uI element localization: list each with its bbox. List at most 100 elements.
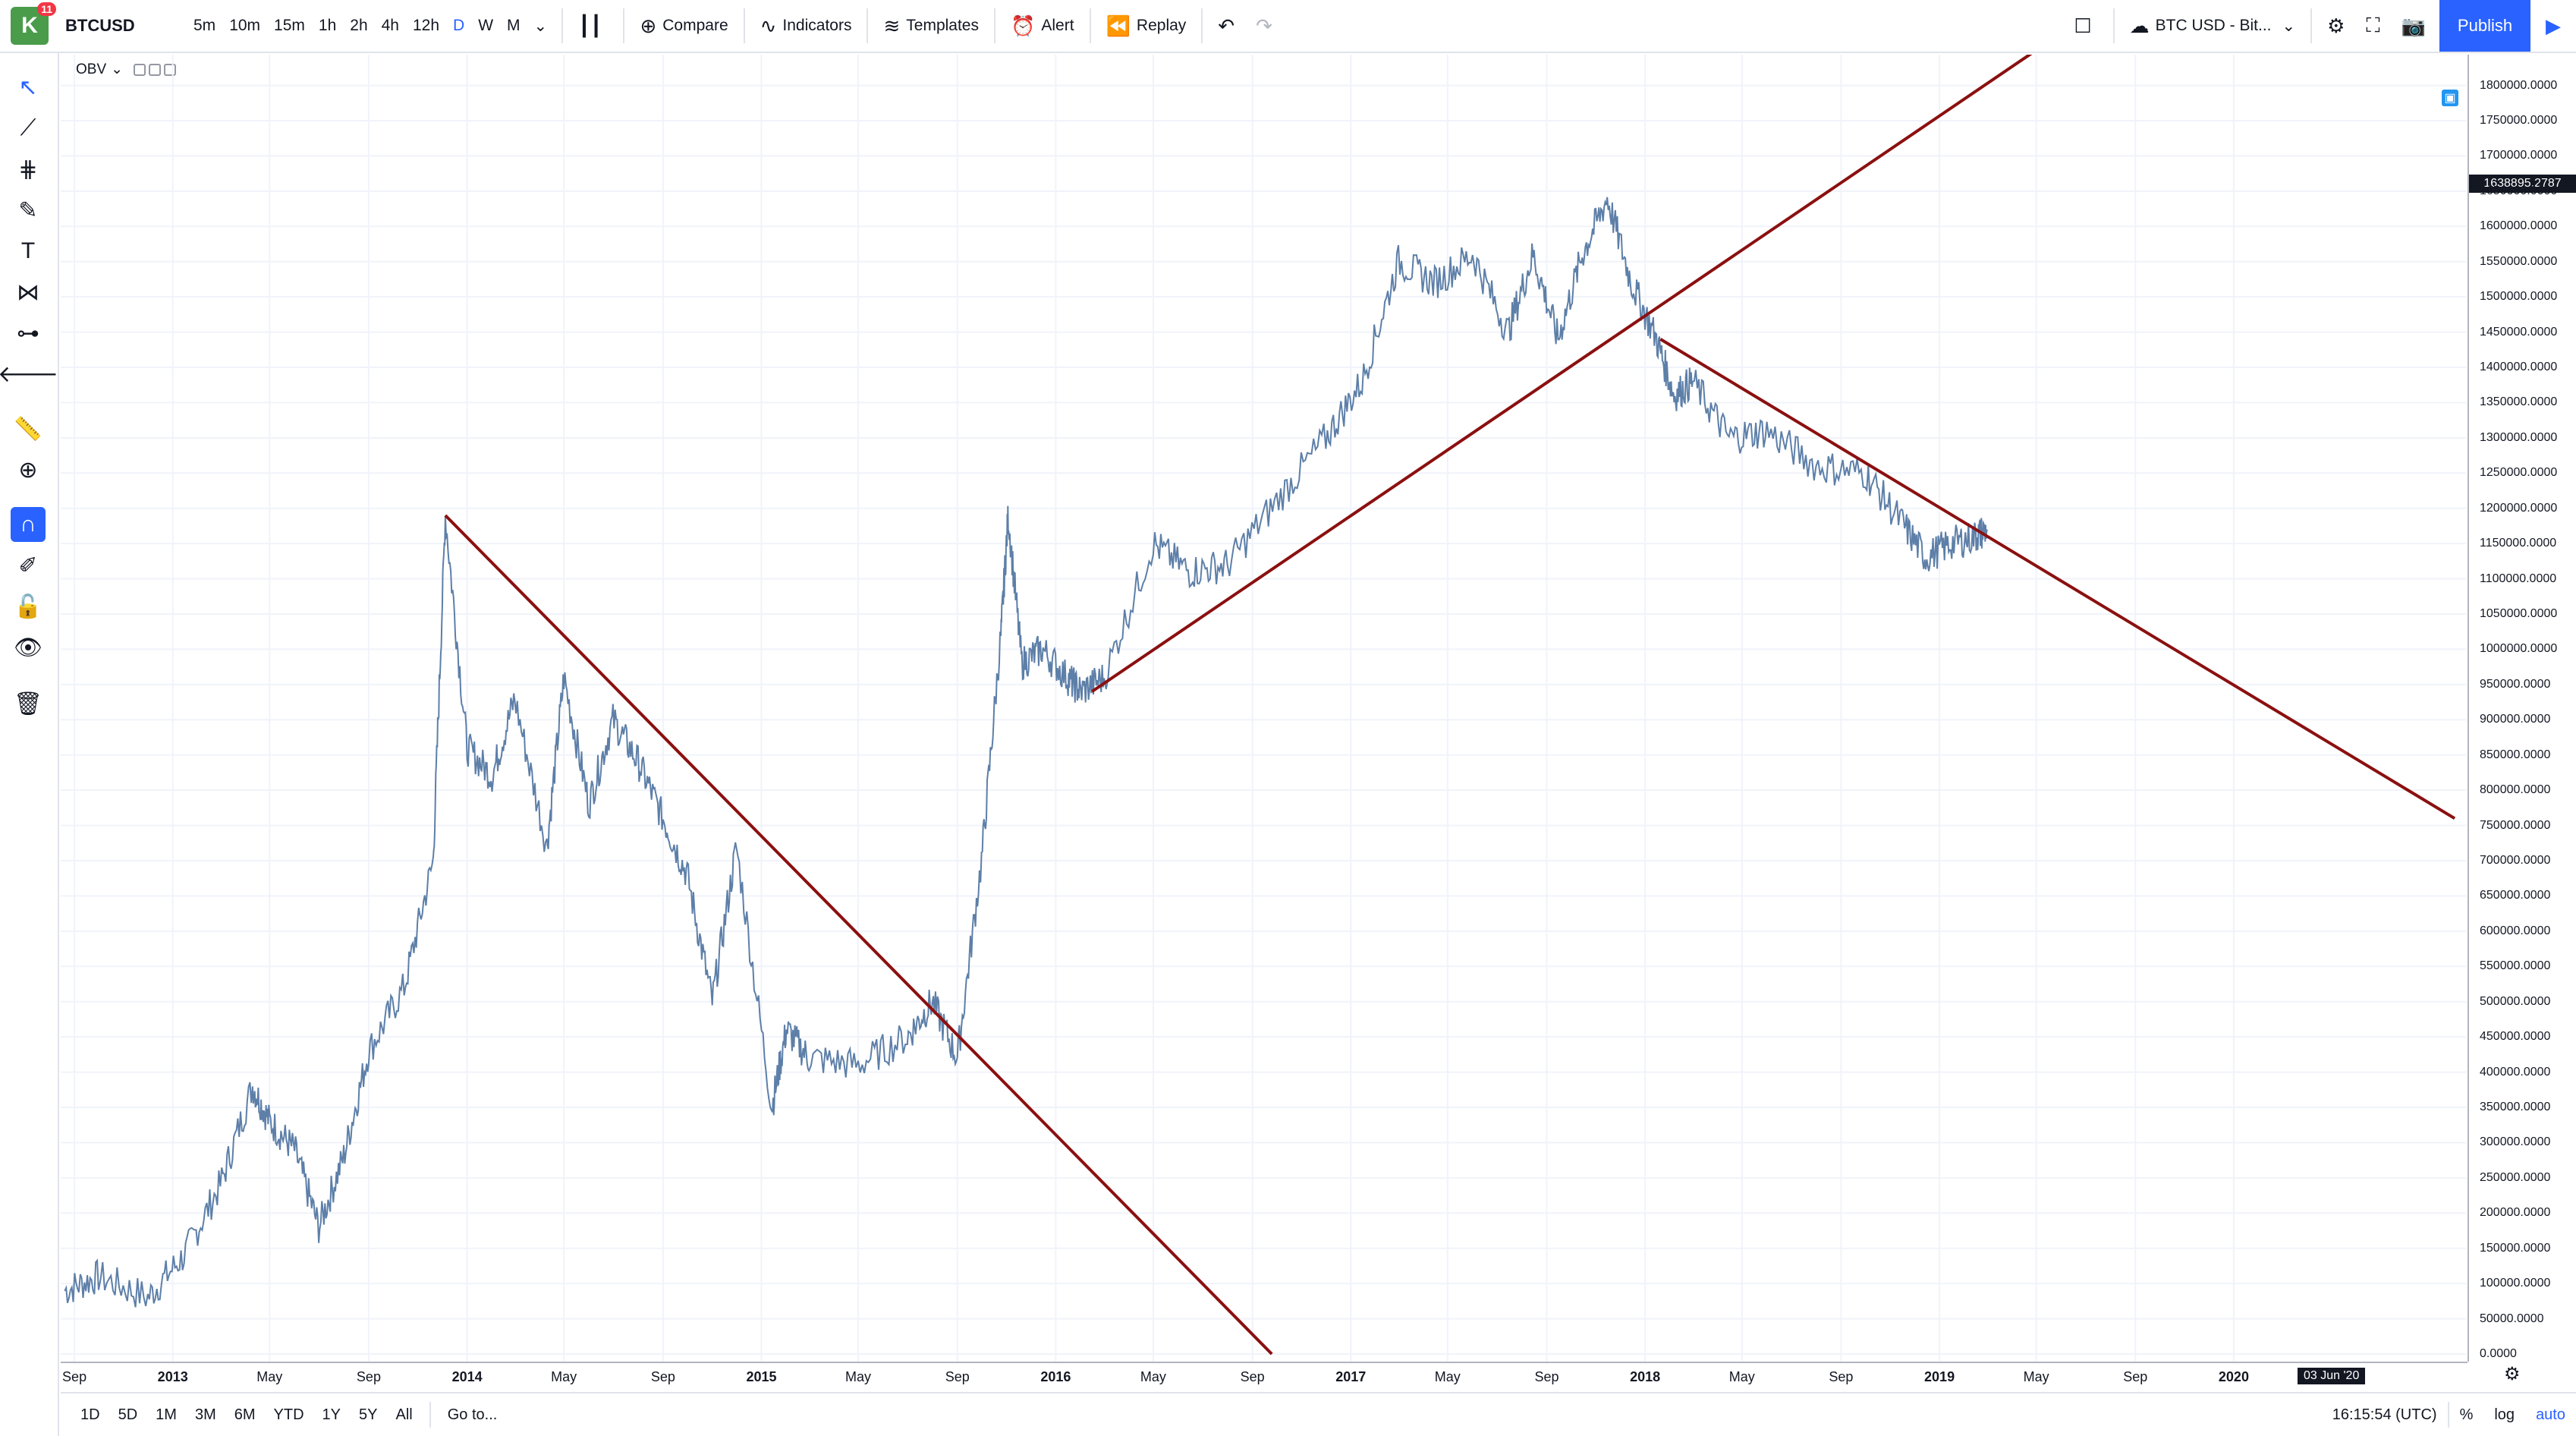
range-1d[interactable]: 1D	[80, 1406, 100, 1423]
replay-button[interactable]: ⏪ Replay	[1106, 14, 1187, 38]
auto-toggle[interactable]: auto	[2536, 1406, 2565, 1423]
price-tick-label: 1100000.0000	[2480, 572, 2557, 585]
trendline-tool[interactable]: ⟋	[11, 111, 46, 146]
alert-label: Alert	[1041, 17, 1074, 34]
text-tool[interactable]: T	[11, 234, 46, 269]
visibility-icon[interactable]	[134, 63, 146, 76]
cursor-tool[interactable]: ↖	[11, 70, 46, 105]
close-icon[interactable]	[164, 63, 177, 76]
price-axis[interactable]: 1638895.2787 1800000.0000 1750000.0000 170…	[2467, 55, 2576, 1362]
redo-icon: ↷	[1256, 14, 1272, 37]
time-tick-label: Sep	[2123, 1369, 2148, 1384]
clock-label[interactable]: 16:15:54 (UTC)	[2332, 1406, 2437, 1423]
range-ytd[interactable]: YTD	[273, 1406, 304, 1423]
bottom-right-controls: 16:15:54 (UTC) % log auto	[2322, 1393, 2576, 1436]
alert-button[interactable]: ⏰ Alert	[1011, 14, 1074, 38]
top-toolbar: K 11 BTCUSD 5m 10m 15m 1h 2h 4h 12h D W M ⌄ ┃┃ ⊕ C…	[0, 0, 2576, 53]
brush-tool[interactable]: ✎	[11, 193, 46, 228]
lock-tool[interactable]: 🔓	[11, 589, 46, 624]
price-tick-label: 850000.0000	[2480, 748, 2551, 761]
settings-button[interactable]: ⚙	[2327, 14, 2351, 38]
divider	[993, 8, 995, 43]
interval-15m[interactable]: 15m	[274, 17, 305, 34]
data-source-button[interactable]: ☁ BTC USD - Bit... ⌄	[2130, 14, 2295, 38]
compare-button[interactable]: ⊕ Compare	[640, 14, 728, 38]
redo-button[interactable]: ↷	[1256, 14, 1279, 38]
price-tick-label: 1750000.0000	[2480, 114, 2558, 127]
layout-button[interactable]: ☐	[2074, 14, 2097, 38]
range-5y[interactable]: 5Y	[359, 1406, 378, 1423]
interval-5m[interactable]: 5m	[193, 17, 216, 34]
indicators-label: Indicators	[782, 17, 852, 34]
price-tick-label: 1500000.0000	[2480, 290, 2558, 304]
undo-button[interactable]: ↶	[1218, 14, 1241, 38]
range-5d[interactable]: 5D	[118, 1406, 138, 1423]
chart-style-button[interactable]: ┃┃	[578, 14, 608, 38]
time-tick-label: May	[551, 1369, 577, 1384]
price-tick-label: 1250000.0000	[2480, 466, 2558, 480]
prediction-tool[interactable]: ⊶	[11, 316, 46, 351]
range-6m[interactable]: 6M	[234, 1406, 256, 1423]
remove-drawings-tool[interactable]: 🗑	[11, 686, 46, 721]
templates-button[interactable]: ≋ Templates	[883, 14, 979, 38]
price-tick-label: 100000.0000	[2480, 1277, 2551, 1290]
pattern-tool[interactable]: ⋈	[11, 275, 46, 310]
candles-icon: ┃┃	[578, 14, 602, 37]
square-icon: ☐	[2074, 14, 2092, 37]
range-list: 1D 5D 1M 3M 6M YTD 1Y 5Y All	[71, 1406, 422, 1424]
magnet-tool[interactable]: ∩	[11, 507, 46, 542]
indicator-legend[interactable]: OBV ⌄	[76, 61, 177, 78]
interval-4h[interactable]: 4h	[381, 17, 399, 34]
arrow-tool[interactable]: 🡐	[0, 357, 58, 392]
time-axis[interactable]: 03 Jun '20 Sep 2013 May Sep 2014 May Sep 2015 Ma…	[61, 1362, 2467, 1392]
right-toolbar: ☐ ☁ BTC USD - Bit... ⌄ ⚙ ⛶ 📷 Publish ▶	[2066, 0, 2576, 52]
goto-button[interactable]: Go to...	[447, 1406, 498, 1423]
interval-m[interactable]: M	[507, 17, 521, 34]
time-tick-label: May	[1140, 1369, 1166, 1384]
interval-1h[interactable]: 1h	[318, 17, 337, 34]
interval-10m[interactable]: 10m	[229, 17, 261, 34]
time-tick-label: 2014	[451, 1369, 483, 1384]
range-3m[interactable]: 3M	[194, 1406, 216, 1423]
snapshot-button[interactable]: 📷	[2401, 14, 2432, 38]
percent-toggle[interactable]: %	[2459, 1406, 2474, 1423]
price-tick-label: 350000.0000	[2480, 1101, 2551, 1113]
fullscreen-button[interactable]: ⛶	[2366, 14, 2386, 38]
publish-button[interactable]: Publish	[2439, 0, 2530, 52]
indicators-button[interactable]: ∿ Indicators	[760, 14, 852, 38]
publish-video-button[interactable]: ▶	[2530, 0, 2576, 52]
log-toggle[interactable]: log	[2494, 1406, 2515, 1423]
source-label: BTC USD - Bit...	[2155, 17, 2272, 34]
interval-dropdown-icon[interactable]: ⌄	[533, 17, 548, 35]
interval-12h[interactable]: 12h	[412, 17, 440, 34]
interval-d[interactable]: D	[453, 17, 465, 34]
interval-w[interactable]: W	[478, 17, 494, 34]
interval-2h[interactable]: 2h	[350, 17, 368, 34]
time-tick-label: Sep	[1829, 1369, 1854, 1384]
price-tick-label: 950000.0000	[2480, 677, 2551, 691]
time-tick-label: 2020	[2218, 1369, 2249, 1384]
divider	[2112, 8, 2115, 43]
logo-text: K	[21, 13, 38, 38]
axis-settings-gear-icon[interactable]: ⚙	[2504, 1364, 2521, 1384]
crosshair-toggle-icon[interactable]: ▣	[2442, 90, 2458, 106]
range-all[interactable]: All	[395, 1406, 413, 1423]
zoom-tool[interactable]: ⊕	[11, 452, 46, 487]
price-tick-label: 1000000.0000	[2480, 642, 2558, 656]
obv-chart[interactable]	[61, 55, 2466, 1362]
pattern-icon: ⋈	[17, 279, 39, 305]
interval-list: 5m 10m 15m 1h 2h 4h 12h D W M	[187, 17, 527, 35]
time-tick-label: 2018	[1630, 1369, 1661, 1384]
fib-tool[interactable]: ⋕	[11, 152, 46, 187]
visibility-tool[interactable]: 👁	[11, 630, 46, 665]
price-tick-label: 900000.0000	[2480, 713, 2551, 726]
price-tick-label: 1600000.0000	[2480, 219, 2558, 233]
settings-icon[interactable]	[149, 63, 162, 76]
time-tick-label: Sep	[1534, 1369, 1559, 1384]
range-1y[interactable]: 1Y	[322, 1406, 341, 1423]
app-logo[interactable]: K 11	[11, 2, 56, 45]
symbol-search[interactable]: BTCUSD	[65, 16, 135, 35]
measure-tool[interactable]: 📏	[11, 411, 46, 446]
keep-drawing-tool[interactable]: ✐	[11, 548, 46, 583]
range-1m[interactable]: 1M	[156, 1406, 177, 1423]
